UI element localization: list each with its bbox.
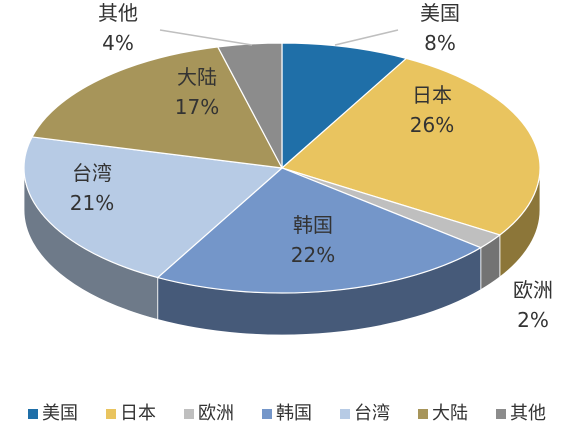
legend: 美国 日本 欧洲 韩国 台湾 大陆 其他 [28,403,546,424]
legend-swatch-other [496,409,506,419]
slice-percent-europe: 2% [517,308,549,332]
legend-label-japan: 日本 [120,403,156,424]
slice-percent-other: 4% [102,31,134,55]
pie-top-layer [23,42,541,294]
leader-lines [159,29,399,46]
slice-usa [281,42,408,170]
legend-label-korea: 韩国 [276,403,312,424]
slice-name-mainland: 大陆 [177,65,217,89]
slice-name-other: 其他 [98,1,138,25]
slice-name-japan: 日本 [412,83,452,107]
slice-name-taiwan: 台湾 [72,161,112,185]
slice-percent-usa: 8% [424,31,456,55]
legend-label-other: 其他 [510,403,546,424]
legend-swatch-korea [262,409,272,419]
slice-percent-korea: 22% [291,243,335,267]
legend-label-mainland: 大陆 [432,403,468,424]
legend-swatch-taiwan [340,409,350,419]
slice-labels: 美国 8% 日本 26% 欧洲 2% 韩国 22% 台湾 21% 大陆 17% 其他 4% [70,1,553,332]
slice-mainland [31,46,284,169]
legend-swatch-japan [106,409,116,419]
slice-name-europe: 欧洲 [513,278,553,302]
slice-name-korea: 韩国 [293,213,333,237]
slice-japan [280,57,541,236]
leader-usa [334,29,399,46]
slice-taiwan [23,136,284,279]
legend-label-usa: 美国 [42,403,78,424]
slice-percent-japan: 26% [410,113,454,137]
slice-korea [156,167,483,294]
leader-other [159,29,253,46]
slice-name-usa: 美国 [420,1,460,25]
slice-percent-taiwan: 21% [70,191,114,215]
legend-swatch-europe [184,409,194,419]
legend-swatch-usa [28,409,38,419]
legend-label-taiwan: 台湾 [354,403,390,424]
legend-swatch-mainland [418,409,428,419]
slice-percent-mainland: 17% [175,95,219,119]
legend-label-europe: 欧洲 [198,403,234,424]
